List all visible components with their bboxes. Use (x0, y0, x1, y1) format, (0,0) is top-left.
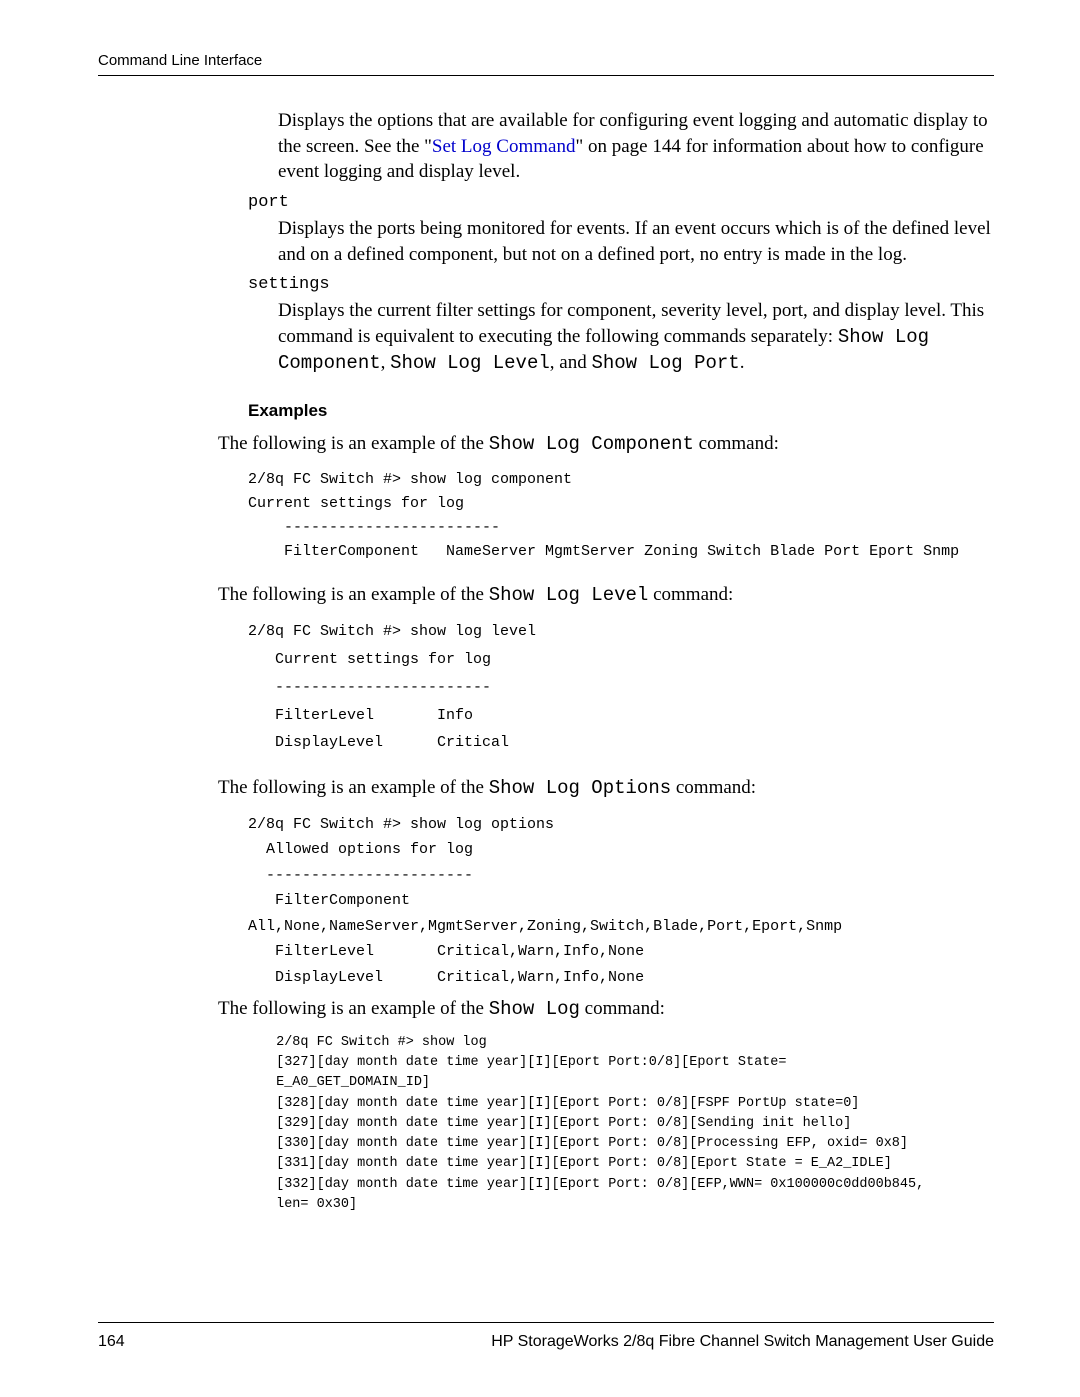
header-rule (98, 75, 994, 76)
port-definition: Displays the ports being monitored for e… (278, 216, 994, 267)
example1-code: 2/8q FC Switch #> show log component Cur… (248, 468, 994, 564)
examples-heading: Examples (248, 401, 994, 421)
page-footer: 164 HP StorageWorks 2/8q Fibre Channel S… (98, 1322, 994, 1351)
example3-code: 2/8q FC Switch #> show log options Allow… (248, 812, 994, 991)
ex4-post: command: (580, 998, 665, 1019)
ex4-cmd: Show Log (489, 998, 580, 1020)
ex3-cmd: Show Log Options (489, 777, 671, 799)
footer-rule (98, 1322, 994, 1323)
sep2: , and (550, 352, 592, 373)
ex1-pre: The following is an example of the (218, 433, 489, 454)
example3-intro: The following is an example of the Show … (218, 775, 994, 802)
ex1-post: command: (694, 433, 779, 454)
ex3-pre: The following is an example of the (218, 777, 489, 798)
ex1-cmd: Show Log Component (489, 433, 694, 455)
page-number: 164 (98, 1333, 125, 1351)
sep1: , (381, 352, 391, 373)
example4-code: 2/8q FC Switch #> show log [327][day mon… (268, 1033, 994, 1215)
ex3-post: command: (671, 777, 756, 798)
code-show-log-port: Show Log Port (591, 352, 739, 374)
code-show-log-level: Show Log Level (390, 352, 550, 374)
ex4-pre: The following is an example of the (218, 998, 489, 1019)
guide-title: HP StorageWorks 2/8q Fibre Channel Switc… (491, 1333, 994, 1351)
end-period: . (740, 352, 745, 373)
ex2-cmd: Show Log Level (489, 584, 649, 606)
keyword-port: port (248, 193, 994, 212)
running-header: Command Line Interface (98, 52, 994, 69)
displays-options-paragraph: Displays the options that are available … (278, 108, 994, 185)
example2-intro: The following is an example of the Show … (218, 582, 994, 609)
keyword-settings: settings (248, 275, 994, 294)
example2-code: 2/8q FC Switch #> show log level Current… (248, 618, 994, 757)
ex2-post: command: (648, 584, 733, 605)
settings-definition: Displays the current filter settings for… (278, 298, 994, 377)
example1-intro: The following is an example of the Show … (218, 431, 994, 458)
set-log-command-link[interactable]: Set Log Command (432, 136, 576, 157)
ex2-pre: The following is an example of the (218, 584, 489, 605)
example4-intro: The following is an example of the Show … (218, 996, 994, 1023)
page: Command Line Interface Displays the opti… (0, 0, 1080, 1273)
